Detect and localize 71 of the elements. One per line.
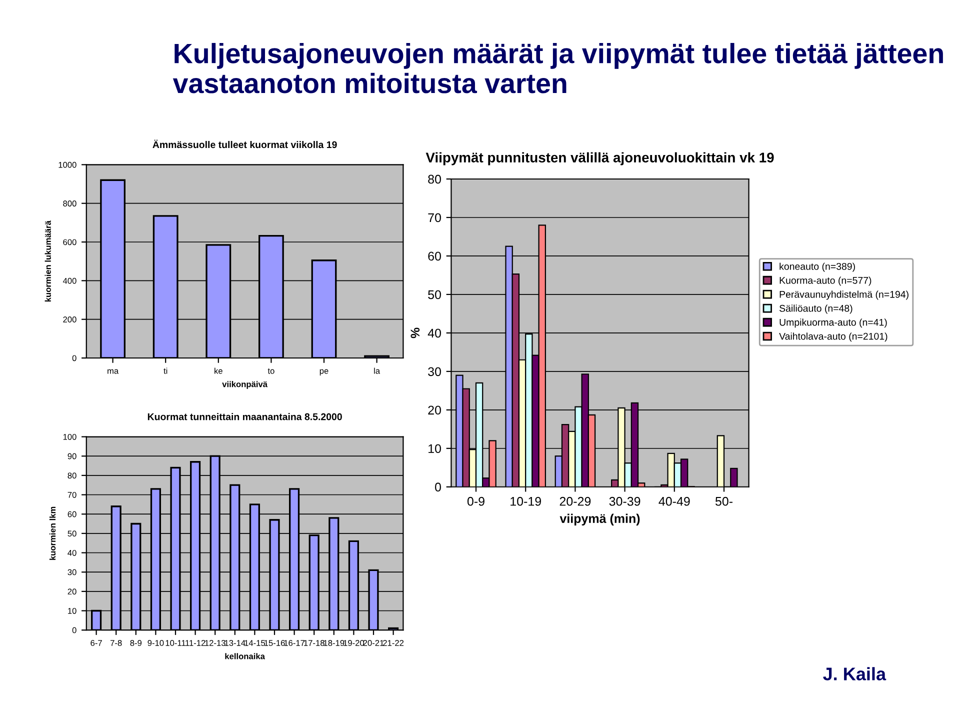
x-tick-label: 17-18 bbox=[304, 640, 324, 646]
x-tick-label: 7-8 bbox=[110, 640, 122, 646]
x-tick-label: ma bbox=[108, 369, 119, 374]
x-tick-label: 12-13 bbox=[205, 640, 226, 646]
legend-label: koneauto (n=389) bbox=[780, 262, 855, 272]
y-tick-label: 50 bbox=[428, 290, 441, 300]
y-axis-title: kuormien lkm bbox=[49, 506, 56, 560]
x-tick-label: 14-15 bbox=[244, 640, 266, 646]
x-tick-label: 6-7 bbox=[90, 640, 102, 646]
y-tick-label: 400 bbox=[62, 278, 76, 284]
y-tick-label: 0 bbox=[72, 627, 76, 634]
legend-label: Umpikuorma-auto (n=41) bbox=[780, 318, 887, 328]
x-tick-label: 20-29 bbox=[560, 496, 591, 506]
y-tick-label: 1000 bbox=[58, 162, 76, 168]
y-tick-label: 800 bbox=[63, 200, 76, 206]
legend-label: Vaihtolava-auto (n=2101) bbox=[779, 332, 888, 342]
x-tick-label: to bbox=[268, 368, 274, 374]
x-tick-label: 15-16 bbox=[264, 640, 285, 646]
y-tick-label: 30 bbox=[428, 367, 441, 376]
y-tick-label: 40 bbox=[428, 328, 441, 338]
y-tick-label: 20 bbox=[68, 588, 76, 595]
y-tick-label: 70 bbox=[68, 492, 76, 498]
x-tick-label: 11-12 bbox=[186, 640, 206, 646]
y-tick-label: 60 bbox=[428, 252, 441, 261]
y-tick-label: 50 bbox=[68, 530, 76, 537]
y-tick-label: 80 bbox=[68, 472, 76, 479]
x-tick-label: 9-10 bbox=[148, 640, 164, 646]
legend-label: Säiliöauto (n=48) bbox=[780, 304, 852, 314]
x-tick-label: 40-49 bbox=[658, 496, 690, 506]
x-tick-label: 8-9 bbox=[130, 640, 142, 646]
text: J. Kaila bbox=[823, 667, 886, 680]
x-tick-label: 50- bbox=[715, 496, 732, 506]
x-tick-label: 20-21 bbox=[363, 640, 384, 646]
x-axis-title: viipymä (min) bbox=[560, 514, 640, 526]
y-tick-label: 600 bbox=[63, 239, 76, 246]
y-tick-label: 0 bbox=[72, 355, 76, 362]
x-tick-label: ke bbox=[214, 368, 222, 374]
x-tick-label: 10-11 bbox=[166, 640, 186, 646]
x-tick-label: 21-22 bbox=[383, 640, 404, 646]
x-tick-label: 0-9 bbox=[467, 496, 484, 506]
y-axis-title: kuormien lukumäärä bbox=[44, 220, 51, 302]
y-tick-label: 40 bbox=[68, 550, 76, 556]
y-tick-label: 80 bbox=[428, 174, 441, 184]
x-axis-title: viikonpäivä bbox=[222, 381, 268, 389]
y-tick-label: 70 bbox=[428, 213, 441, 222]
y-tick-label: 200 bbox=[63, 316, 76, 322]
y-tick-label: 30 bbox=[68, 569, 76, 576]
x-tick-label: la bbox=[374, 368, 380, 374]
y-tick-label: 10 bbox=[68, 608, 76, 614]
x-tick-label: 19-20 bbox=[344, 640, 364, 646]
chart-title: Kuormat tunneittain maanantaina 8.5.2000 bbox=[148, 413, 342, 420]
y-tick-label: 0 bbox=[435, 482, 441, 492]
x-axis-title: kellonaika bbox=[225, 653, 266, 660]
y-tick-label: 10 bbox=[428, 444, 441, 454]
y-axis-title: % bbox=[410, 328, 420, 338]
x-tick-label: 16-17 bbox=[284, 640, 305, 646]
text: Kuljetusajoneuvojen määrät ja viipymät tulee tietää jätteen vastaanoton mitoitusta varten bbox=[172, 42, 943, 94]
x-tick-label: 30-39 bbox=[609, 496, 640, 506]
y-tick-label: 60 bbox=[68, 511, 76, 518]
legend-label: Perävaunuyhdistelmä (n=194) bbox=[780, 290, 908, 300]
chart-title: Ämmässuolle tulleet kuormat viikolla 19 bbox=[152, 140, 337, 148]
legend-label: Kuorma-auto (n=577) bbox=[780, 276, 872, 286]
x-tick-label: pe bbox=[320, 369, 328, 376]
y-tick-label: 100 bbox=[63, 434, 76, 440]
x-tick-label: ti bbox=[164, 368, 168, 374]
y-tick-label: 20 bbox=[428, 406, 441, 415]
y-tick-label: 90 bbox=[68, 453, 76, 460]
chart-title: Viipymät punnitusten välillä ajoneuvoluokittain vk 19 bbox=[426, 152, 774, 166]
x-tick-label: 13-14 bbox=[224, 640, 246, 646]
x-tick-label: 10-19 bbox=[510, 496, 541, 506]
x-tick-label: 18-19 bbox=[324, 640, 344, 646]
